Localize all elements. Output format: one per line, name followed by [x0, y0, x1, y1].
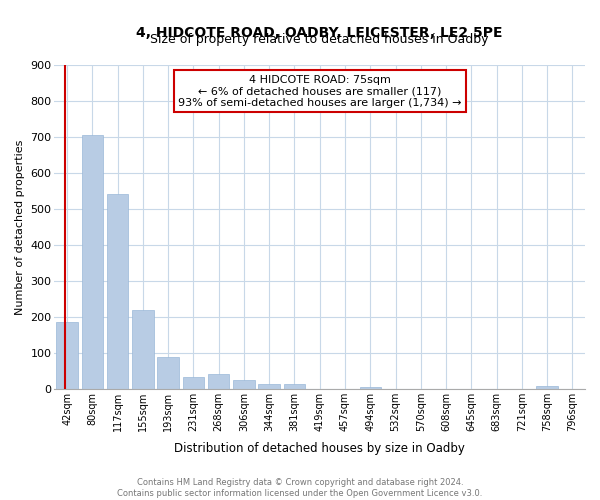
Title: 4, HIDCOTE ROAD, OADBY, LEICESTER, LE2 5PE: 4, HIDCOTE ROAD, OADBY, LEICESTER, LE2 5… [136, 26, 503, 40]
Text: Contains HM Land Registry data © Crown copyright and database right 2024.
Contai: Contains HM Land Registry data © Crown c… [118, 478, 482, 498]
X-axis label: Distribution of detached houses by size in Oadby: Distribution of detached houses by size … [174, 442, 465, 455]
Bar [182, 377, 204, 388]
Bar [107, 194, 128, 388]
Bar [132, 310, 154, 388]
Bar [157, 357, 179, 388]
Bar [208, 374, 229, 388]
Bar [56, 322, 78, 388]
Bar [233, 380, 254, 388]
Bar [284, 384, 305, 388]
Bar [359, 387, 381, 388]
Bar [82, 135, 103, 388]
Text: Size of property relative to detached houses in Oadby: Size of property relative to detached ho… [151, 32, 489, 46]
Bar [259, 384, 280, 388]
Y-axis label: Number of detached properties: Number of detached properties [15, 139, 25, 314]
Bar [536, 386, 558, 388]
Text: 4 HIDCOTE ROAD: 75sqm
← 6% of detached houses are smaller (117)
93% of semi-deta: 4 HIDCOTE ROAD: 75sqm ← 6% of detached h… [178, 74, 461, 108]
